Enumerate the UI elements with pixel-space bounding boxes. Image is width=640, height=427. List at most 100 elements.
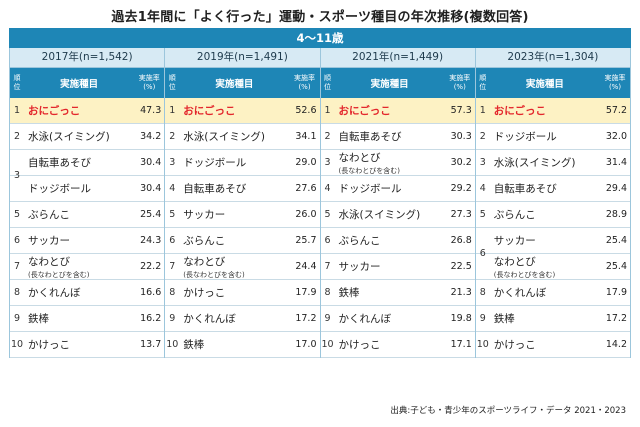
rate-cell: 47.3 — [140, 105, 162, 116]
rank-cell: 8 — [13, 287, 21, 298]
sport-name: サッカー — [183, 209, 226, 221]
sport-name: かくれんぼ — [183, 313, 236, 325]
sport-name: なわとび — [28, 255, 70, 268]
rate-cell: 29.2 — [450, 183, 472, 194]
rate-cell: 17.1 — [450, 339, 472, 350]
sport-name: ぶらんこ — [28, 209, 70, 221]
table-row: 3 なわとび (長なわとびを含む) 30.2 — [320, 150, 475, 176]
sport-cell: 自転車あそび — [24, 150, 131, 175]
rank-cell: 7 — [13, 261, 21, 272]
sport-name: かけっこ — [338, 339, 381, 351]
rate-cell: 31.4 — [605, 157, 627, 168]
table-row: 2 自転車あそび 30.3 — [320, 124, 475, 150]
rate-cell: 19.8 — [450, 313, 472, 324]
rate-cell: 17.9 — [605, 287, 627, 298]
rate-cell: 25.7 — [295, 235, 317, 246]
sport-cell: おにごっこ — [179, 98, 286, 123]
rank-cell: 4 — [169, 183, 176, 194]
sport-cell: ドッジボール — [179, 150, 286, 175]
sport-name: ぶらんこ — [493, 209, 536, 221]
rate-column-header: 実施率 (%) — [134, 68, 164, 98]
rank-cell: 5 — [13, 209, 21, 220]
table-row: 6 ぶらんこ 25.7 — [165, 228, 320, 254]
sport-name: なわとび — [183, 255, 226, 268]
sport-cell: 鉄棒 — [179, 332, 286, 357]
rank-header-line2: 位 — [324, 83, 331, 91]
rate-cell: 52.6 — [295, 105, 317, 116]
rank-column-header: 順位 — [10, 68, 24, 98]
rate-header-line1: 実施率 — [138, 74, 160, 82]
rate-header-line1: 実施率 — [604, 74, 626, 82]
sport-name: 水泳(スイミング) — [338, 209, 421, 221]
sport-name: ぶらんこ — [338, 235, 381, 247]
rank-cell: 6 — [479, 248, 486, 259]
sport-name: 自転車あそび — [28, 157, 91, 169]
sport-cell: かけっこ — [24, 332, 131, 357]
sport-cell: なわとび (長なわとびを含む) — [335, 150, 442, 175]
rank-column-header: 順位 — [321, 68, 335, 98]
sport-cell: かけっこ — [490, 332, 597, 357]
rate-cell: 16.2 — [140, 313, 162, 324]
rate-cell: 30.2 — [450, 157, 472, 168]
sport-cell: 水泳(スイミング) — [335, 202, 442, 227]
year-blocks: 順位実施種目 実施率 (%) 1 おにごっこ 47.3 2 水泳(スイミング) 34.2 3 自転車… — [9, 68, 631, 358]
rank-cell: 7 — [324, 261, 331, 272]
table-title: 過去1年間に「よく行った」運動・スポーツ種目の年次推移(複数回答) — [111, 10, 529, 25]
sport-cell: ぶらんこ — [179, 228, 286, 253]
table-row: 7 なわとび (長なわとびを含む) 22.2 — [10, 254, 165, 280]
sport-cell: 自転車あそび — [179, 176, 286, 201]
sport-cell: かけっこ — [335, 332, 442, 357]
sport-name: サッカー — [493, 235, 536, 247]
sport-cell: かけっこ — [179, 280, 286, 305]
sport-cell: サッカー — [179, 202, 286, 227]
rank-cell: 9 — [13, 313, 21, 324]
rank-cell: 2 — [479, 131, 486, 142]
sport-name: おにごっこ — [28, 105, 81, 117]
rank-header-line1: 順 — [324, 74, 331, 82]
rank-cell: 6 — [13, 235, 21, 246]
table-row: 3 自転車あそび 30.4 — [10, 150, 165, 181]
rate-cell: 25.4 — [605, 261, 627, 272]
sport-name: 水泳(スイミング) — [183, 131, 265, 143]
sport-name: 自転車あそび — [338, 131, 402, 143]
sport-cell: 鉄棒 — [490, 306, 597, 331]
rate-cell: 17.2 — [605, 313, 627, 324]
sport-name: ドッジボール — [183, 157, 247, 169]
table-row: 8 かくれんぼ 17.9 — [475, 280, 630, 306]
rank-column-header: 順位 — [165, 68, 179, 98]
year-label-2019: 2019年(n=1,491) — [165, 48, 321, 68]
table-row: 5 水泳(スイミング) 27.3 — [320, 202, 475, 228]
sport-column-header: 実施種目 — [215, 79, 254, 90]
rank-cell: 1 — [13, 105, 21, 116]
rate-cell: 26.8 — [450, 235, 472, 246]
rate-cell: 24.3 — [140, 235, 162, 246]
sport-name: 鉄棒 — [493, 313, 515, 325]
table-row: 3 水泳(スイミング) 31.4 — [475, 150, 630, 176]
table-row: 5 ぶらんこ 28.9 — [475, 202, 630, 228]
rate-cell: 34.2 — [140, 131, 162, 142]
rank-header-line2: 位 — [13, 83, 21, 91]
table-row: 7 サッカー 22.5 — [320, 254, 475, 280]
column-header-row: 順位 実施種目 実施率 (%) — [165, 68, 320, 98]
sport-column-header: 実施種目 — [370, 79, 409, 90]
rank-cell: 5 — [169, 209, 176, 220]
rate-cell: 22.2 — [140, 261, 162, 272]
sport-name: おにごっこ — [493, 105, 547, 117]
sport-name: 鉄棒 — [183, 339, 205, 351]
rank-cell: 10 — [10, 339, 24, 350]
rate-header-line1: 実施率 — [449, 74, 471, 82]
rank-header-line2: 位 — [168, 83, 176, 91]
sport-cell: ドッジボール — [24, 176, 131, 201]
rate-cell: 30.4 — [140, 183, 162, 194]
table-row: 4 自転車あそび 29.4 — [475, 176, 630, 202]
rank-cell: 9 — [479, 313, 486, 324]
sport-cell: 自転車あそび — [490, 176, 597, 201]
sport-name: かけっこ — [493, 339, 536, 351]
sport-name: 自転車あそび — [493, 183, 557, 195]
rank-cell: 9 — [169, 313, 176, 324]
table-row: 8 かけっこ 17.9 — [165, 280, 320, 306]
sport-cell: ぶらんこ — [335, 228, 442, 253]
rate-cell: 25.4 — [140, 209, 162, 220]
sport-cell: かくれんぼ — [335, 306, 442, 331]
